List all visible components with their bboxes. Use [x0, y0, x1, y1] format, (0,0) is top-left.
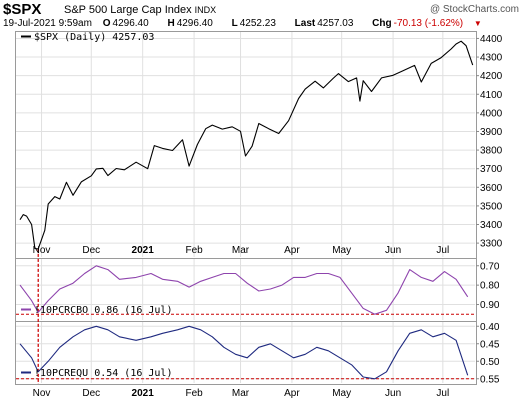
y-tick-label: 4200 — [480, 71, 503, 82]
legend-label-1: !10PCRCBO 0.86 (16 Jul) — [34, 305, 172, 316]
x-month-label-may: May — [332, 388, 351, 399]
stockcharts-credit: @ StockCharts.com — [429, 4, 519, 15]
chart-header: $SPX S&P 500 Large Cap Index INDX @ Stock… — [0, 0, 525, 32]
quote-open: O 4296.40 — [102, 18, 149, 29]
y-tick-label: 3300 — [480, 239, 503, 250]
y-tick-label: 0.90 — [480, 300, 500, 311]
y-tick-label: 4300 — [480, 53, 503, 64]
y-tick-label: 0.70 — [480, 261, 500, 272]
x-month-label-jul: Jul — [436, 388, 449, 399]
x-month-label-2021: 2021 — [132, 245, 155, 256]
quote-low: L 4252.23 — [231, 18, 276, 29]
threshold-lines — [16, 313, 475, 380]
x-month-label-apr: Apr — [284, 388, 300, 399]
x-month-label-feb: Feb — [185, 388, 203, 399]
equity-pcr-panel — [15, 321, 477, 385]
x-month-label-nov: Nov — [33, 245, 51, 256]
y-tick-label: 4100 — [480, 90, 503, 101]
ticker-name: S&P 500 Large Cap Index INDX — [64, 4, 217, 16]
x-month-label-mar: Mar — [232, 388, 250, 399]
quote-date: 19-Jul-2021 9:59am — [3, 18, 92, 29]
legend-label-2: !10PCREQU 0.54 (16 Jul) — [34, 368, 172, 379]
y-tick-label: 4400 — [480, 34, 503, 45]
x-month-label-jun: Jun — [385, 245, 401, 256]
y-tick-label: 3700 — [480, 164, 503, 175]
x-month-label-mar: Mar — [232, 245, 250, 256]
y-tick-label: 3600 — [480, 183, 503, 194]
x-month-label-dec: Dec — [82, 388, 100, 399]
ticker-symbol: $SPX — [3, 1, 42, 18]
y-tick-label: 4000 — [480, 108, 503, 119]
legend-layer: $SPX (Daily) 4257.03 !10PCRCBO 0.86 (16 J… — [21, 32, 172, 379]
x-month-label-nov: Nov — [33, 388, 51, 399]
y-tick-label: 3400 — [480, 220, 503, 231]
y-tick-label: 0.55 — [480, 374, 500, 385]
y-tick-label: 3500 — [480, 201, 503, 212]
quote-line: 19-Jul-2021 9:59am O 4296.40 H 4296.40 L 42… — [3, 18, 498, 29]
x-month-label-apr: Apr — [284, 245, 300, 256]
price-panel — [15, 31, 477, 259]
x-month-label-dec: Dec — [82, 245, 100, 256]
series-layer — [19, 40, 474, 380]
x-month-label-jun: Jun — [385, 388, 401, 399]
legend-label-0: $SPX (Daily) 4257.03 — [34, 32, 154, 43]
y-tick-label: 0.45 — [480, 339, 500, 350]
y-tick-label: 0.50 — [480, 357, 500, 368]
series-line-0 — [19, 40, 474, 250]
down-arrow-icon: ▼ — [473, 19, 482, 28]
quote-high: H 4296.40 — [167, 18, 213, 29]
x-month-label-2021: 2021 — [132, 388, 155, 399]
quote-last: Last 4257.03 — [294, 18, 354, 29]
y-tick-label: 0.80 — [480, 281, 500, 292]
x-month-label-may: May — [332, 245, 351, 256]
x-month-label-jul: Jul — [436, 245, 449, 256]
quote-change: Chg -70.13 (-1.62%) ▼ — [372, 18, 482, 29]
x-month-label-feb: Feb — [185, 245, 203, 256]
x-axis-labels: Nov Dec 2021 Feb Mar Apr May Jun Jul Nov Dec 2021 Fe… — [33, 245, 450, 399]
y-tick-label: 0.40 — [480, 322, 500, 333]
series-line-2 — [19, 325, 469, 380]
y-axis-labels: 3300 3400 3500 3600 3700 3800 3900 4000 4100 4200… — [480, 34, 503, 385]
y-tick-label: 3800 — [480, 146, 503, 157]
y-tick-label: 3900 — [480, 127, 503, 138]
exchange-label: INDX — [194, 5, 217, 15]
series-line-1 — [19, 265, 469, 315]
